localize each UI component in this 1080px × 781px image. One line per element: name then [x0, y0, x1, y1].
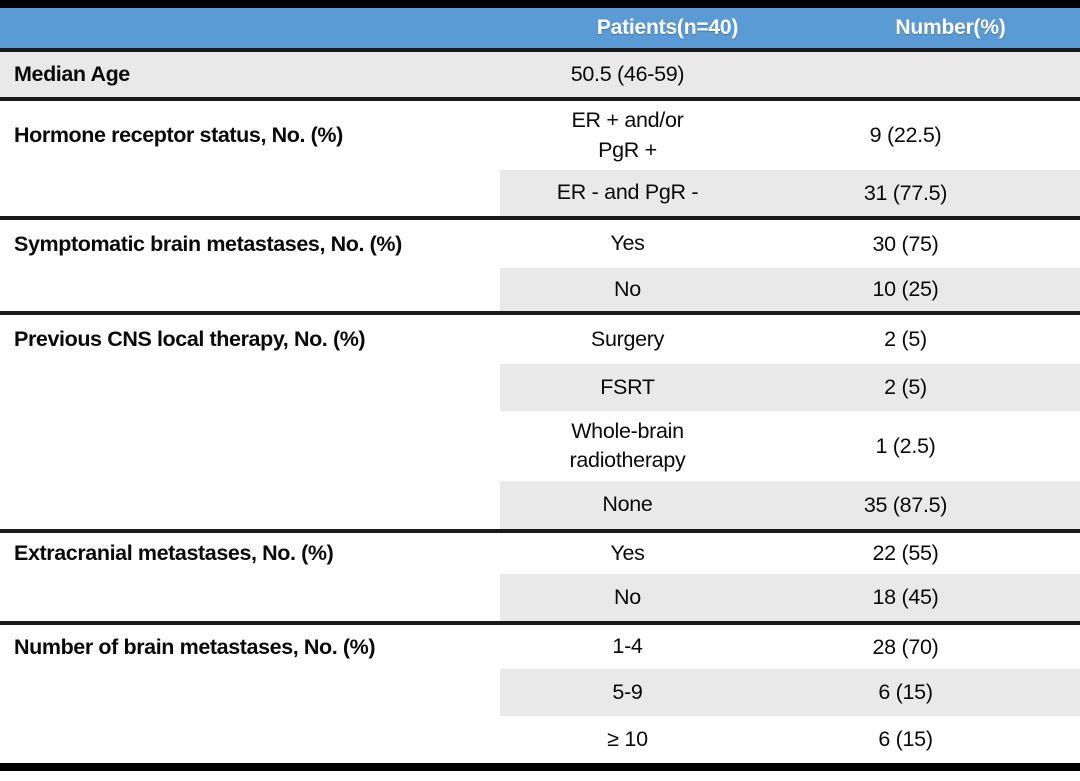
table-row: Surgery 2 (5) [500, 315, 1080, 364]
table-row: ER - and PgR - 31 (77.5) [500, 170, 1080, 216]
table-row: ≥ 10 6 (15) [500, 716, 1080, 763]
row-value: 1 (2.5) [875, 433, 936, 458]
row-value: 9 (22.5) [869, 123, 942, 147]
group-label: Symptomatic brain metastases, No. (%) [14, 231, 402, 256]
group-label: Extracranial metastases, No. (%) [14, 541, 334, 566]
group-label: Hormone receptor status, No. (%) [14, 123, 343, 148]
row-value: 6 (15) [878, 680, 933, 704]
table-group: Extracranial metastases, No. (%) Yes 22 (5… [0, 533, 1080, 625]
column-header-patients: Patients(n=40) [596, 16, 739, 39]
row-subcategory: No [614, 584, 641, 609]
row-subcategory: ER + and/or PgR + [571, 108, 684, 162]
header-empty-cell [0, 8, 500, 48]
header-bottom-rule [0, 48, 1080, 52]
row-subcategory: No [614, 276, 641, 301]
table-row: Yes 30 (75) [500, 220, 1080, 268]
row-subcategory: 1-4 [612, 634, 643, 659]
group-label-column: Extracranial metastases, No. (%) [0, 533, 500, 621]
table-row: 1-4 28 (70) [500, 625, 1080, 669]
group-rows: 1-4 28 (70) 5-9 6 (15) ≥ 10 6 (15) [500, 625, 1080, 763]
row-value: 28 (70) [872, 634, 939, 659]
table-body: Median Age 50.5 (46-59) Hormone receptor s… [0, 52, 1080, 763]
table-group: Previous CNS local therapy, No. (%) Surge… [0, 315, 1080, 533]
table-group: Symptomatic brain metastases, No. (%) Yes… [0, 220, 1080, 315]
row-subcategory: 50.5 (46-59) [570, 61, 685, 86]
group-label-column: Median Age [0, 52, 500, 97]
group-label: Median Age [14, 62, 130, 87]
row-value: 31 (77.5) [863, 180, 948, 205]
table-row: No 18 (45) [500, 574, 1080, 621]
group-label: Previous CNS local therapy, No. (%) [14, 327, 366, 352]
row-value: 2 (5) [884, 375, 927, 399]
table-group: Number of brain metastases, No. (%) 1-4 28… [0, 625, 1080, 763]
group-rows: Yes 30 (75) No 10 (25) [500, 220, 1080, 311]
row-value: 22 (55) [872, 541, 939, 565]
group-label-column: Symptomatic brain metastases, No. (%) [0, 220, 500, 311]
row-value: 2 (5) [884, 327, 927, 351]
table-group: Median Age 50.5 (46-59) [0, 52, 1080, 101]
row-subcategory: ≥ 10 [607, 726, 648, 751]
table-bottom-rule [0, 763, 1080, 771]
row-subcategory: Yes [610, 231, 645, 256]
row-value: 35 (87.5) [863, 492, 948, 517]
row-value [755, 52, 1080, 97]
table-top-rule [0, 0, 1080, 8]
table-header-row: Patients(n=40) Number(%) [0, 8, 1080, 48]
row-value: 10 (25) [872, 277, 939, 301]
table-row: 5-9 6 (15) [500, 669, 1080, 716]
row-value: 6 (15) [878, 727, 933, 751]
row-value: 30 (75) [872, 231, 939, 256]
row-subcategory: ER - and PgR - [556, 180, 699, 205]
table-group: Hormone receptor status, No. (%) ER + and… [0, 101, 1080, 220]
row-subcategory: Yes [610, 540, 645, 565]
table-row: FSRT 2 (5) [500, 364, 1080, 411]
group-label: Number of brain metastases, No. (%) [14, 634, 376, 659]
table-row: Yes 22 (55) [500, 533, 1080, 574]
group-rows: 50.5 (46-59) [500, 52, 1080, 97]
row-subcategory: Surgery [590, 326, 665, 351]
table-row: 50.5 (46-59) [500, 52, 1080, 97]
group-rows: Yes 22 (55) No 18 (45) [500, 533, 1080, 621]
group-label-column: Number of brain metastases, No. (%) [0, 625, 500, 763]
table-row: None 35 (87.5) [500, 481, 1080, 529]
table-row: No 10 (25) [500, 268, 1080, 311]
row-subcategory: FSRT [600, 374, 655, 399]
row-subcategory: None [602, 492, 653, 517]
row-subcategory: Whole-brain radiotherapy [569, 418, 686, 472]
row-value: 18 (45) [872, 585, 939, 609]
column-header-number: Number(%) [895, 16, 1006, 39]
group-rows: Surgery 2 (5) FSRT 2 (5) Whole-brain radioth… [500, 315, 1080, 529]
group-label-column: Hormone receptor status, No. (%) [0, 101, 500, 216]
table-row: Whole-brain radiotherapy 1 (2.5) [500, 411, 1080, 481]
table-row: ER + and/or PgR + 9 (22.5) [500, 101, 1080, 170]
group-label-column: Previous CNS local therapy, No. (%) [0, 315, 500, 529]
row-subcategory: 5-9 [612, 679, 643, 704]
group-rows: ER + and/or PgR + 9 (22.5) ER - and PgR - 3… [500, 101, 1080, 216]
